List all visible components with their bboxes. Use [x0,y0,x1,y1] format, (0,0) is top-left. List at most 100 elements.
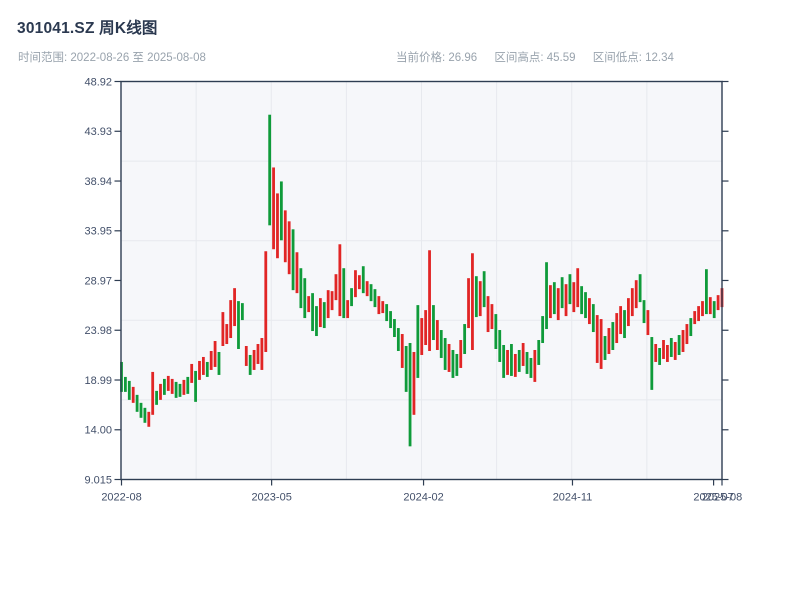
kline-bar [654,344,658,362]
kline-bar [712,301,716,319]
kline-bar [701,301,704,317]
kline-bar [435,320,439,350]
kline-bar [182,379,186,395]
y-tick-label: 23.98 [84,325,112,337]
kline-bar [432,305,435,341]
kline-bar [303,278,307,319]
kline-bar [599,319,603,369]
kline-bar [400,334,404,368]
y-tick-label: 38.94 [84,176,112,188]
kline-bar [276,193,279,259]
kline-bar [381,301,385,314]
chart-meta-row: 时间范围: 2022-08-26 至 2025-08-08 当前价格: 26.9… [0,49,800,65]
kline-bar [307,296,311,313]
kline-bar [326,290,330,319]
kline-bar [365,281,369,297]
kline-bar [299,268,303,309]
kline-bar [170,378,174,394]
kline-bar [455,353,459,376]
kline-bar [338,244,342,317]
kline-bar [708,297,712,315]
kline-bar [198,360,201,380]
kline-bar [576,268,580,308]
kline-bar [572,282,576,313]
kline-bar [525,351,529,374]
kline-bar [127,380,131,400]
kline-bar [658,348,662,365]
kline-bar [334,274,338,301]
kline-bar [584,292,587,319]
kline-bar [264,251,268,352]
kline-bar [666,345,669,362]
kline-bar [506,349,509,375]
kline-bar [404,346,408,392]
kline-bar [420,318,424,355]
kline-bar [233,288,236,327]
kline-bar [237,301,240,349]
kline-bar [244,346,248,366]
kline-bar [646,310,650,336]
kline-bar [408,343,412,447]
kline-bar [568,274,572,305]
kline-bar [529,357,533,378]
y-tick-label: 33.95 [84,226,112,238]
kline-bar [549,285,552,319]
kline-bar [354,270,357,298]
kline-bar [287,221,291,275]
kline-bar [272,167,275,250]
kline-bar [279,181,283,241]
kline-bar [669,338,673,357]
kline-bar [545,262,548,330]
kline-bar [552,282,556,315]
kline-bar [139,402,143,418]
kline-bar [619,306,623,335]
kline-bar [474,276,478,318]
kline-bar [517,349,521,372]
kline-bar [346,300,350,319]
kline-bar [603,336,607,360]
kline-bar [389,311,392,329]
kline-bar [322,302,326,329]
kline-bar [248,354,252,375]
y-tick-label: 48.92 [84,76,112,88]
kline-bar [510,344,513,376]
kline-bar [260,338,264,370]
range-low-label: 区间低点: 12.34 [592,52,674,64]
kline-bar [143,407,147,423]
kline-bar [490,304,494,330]
y-tick-label: 28.97 [84,275,112,287]
kline-bar [502,345,506,378]
kline-bar [443,338,447,370]
kline-bar [330,291,334,311]
kline-bar [373,289,377,308]
kline-bar [560,277,564,309]
kline-bar [428,250,431,351]
kline-bar [697,306,700,322]
x-tick-label: 2022-08 [101,492,141,504]
kline-bar [240,303,244,321]
kline-bar [311,293,314,332]
range-high-label: 区间高点: 45.59 [494,52,576,64]
kline-bar [190,363,194,383]
kline-bar [151,371,155,415]
kline-bar [677,335,681,355]
time-range-label: 时间范围: 2022-08-26 至 2025-08-08 [18,52,206,64]
kline-bar [217,351,221,375]
kline-bar [486,296,490,333]
kline-bar [716,295,720,311]
kline-bar [342,268,346,319]
kline-bar [451,349,455,378]
kline-bar [416,305,420,378]
kline-bar [650,337,654,390]
kline-bar [315,306,318,337]
kline-bar [131,386,135,403]
y-tick-label: 43.93 [84,126,112,138]
kline-bar [681,330,685,352]
kline-bar [580,286,584,315]
kline-bar [595,315,599,363]
kline-bar [498,330,502,362]
kline-bar [385,304,389,322]
